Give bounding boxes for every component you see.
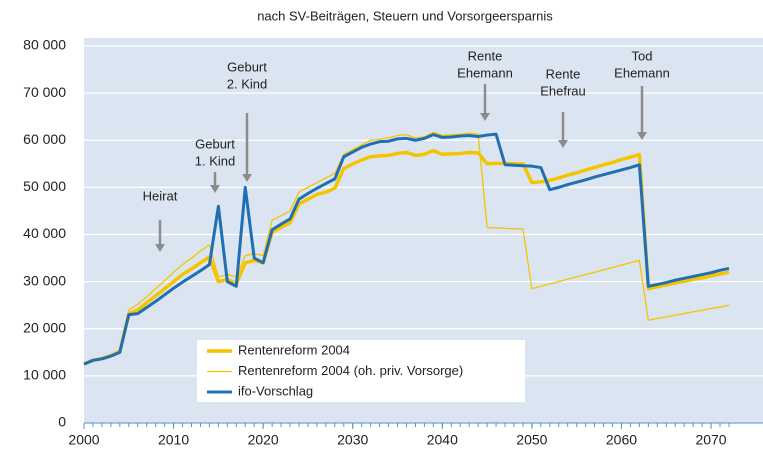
y-tick-label: 50 000 [23, 178, 66, 194]
annotation-text: Heirat [143, 188, 178, 203]
y-tick-label: 10 000 [23, 367, 66, 383]
annotation-arrowhead [558, 140, 568, 148]
y-tick-label: 20 000 [23, 319, 66, 335]
legend-label: Rentenreform 2004 [238, 342, 350, 357]
annotation-text: Geburt [195, 136, 235, 151]
series-line [83, 148, 730, 366]
legend-box [197, 340, 525, 402]
annotation-text: Ehemann [614, 65, 670, 80]
chart-title: nach SV-Beiträgen, Steuern und Vorsorgee… [257, 8, 553, 23]
x-tick-label: 2070 [695, 432, 726, 448]
y-tick-label: 80 000 [23, 37, 66, 53]
annotation-text: Rente [546, 66, 581, 81]
y-tick-label: 0 [58, 414, 66, 430]
y-tick-label: 30 000 [23, 272, 66, 288]
annotation-arrowhead [155, 244, 165, 252]
legend-label: Rentenreform 2004 (oh. priv. Vorsorge) [238, 363, 463, 378]
annotation-arrowhead [242, 174, 252, 182]
annotation-text: Ehemann [457, 65, 513, 80]
x-tick-label: 2040 [427, 432, 458, 448]
annotation-arrowhead [210, 185, 220, 193]
x-tick-label: 2010 [158, 432, 189, 448]
annotation-text: Geburt [227, 59, 267, 74]
x-tick-label: 2000 [68, 432, 99, 448]
x-tick-label: 2060 [606, 432, 637, 448]
y-tick-label: 40 000 [23, 225, 66, 241]
annotation-text: Ehefrau [540, 83, 586, 98]
x-tick-label: 2030 [337, 432, 368, 448]
annotation-text: 1. Kind [195, 153, 235, 168]
annotation-text: Rente [468, 48, 503, 63]
annotation-arrowhead [637, 132, 647, 140]
y-tick-label: 60 000 [23, 131, 66, 147]
x-tick-label: 2050 [516, 432, 547, 448]
series-line [83, 132, 730, 366]
legend-label: ifo-Vorschlag [238, 383, 313, 398]
annotation-arrowhead [480, 113, 490, 121]
x-tick-label: 2020 [248, 432, 279, 448]
annotation-text: 2. Kind [227, 76, 267, 91]
y-tick-label: 70 000 [23, 84, 66, 100]
series-line [83, 131, 730, 365]
annotation-text: Tod [632, 48, 653, 63]
